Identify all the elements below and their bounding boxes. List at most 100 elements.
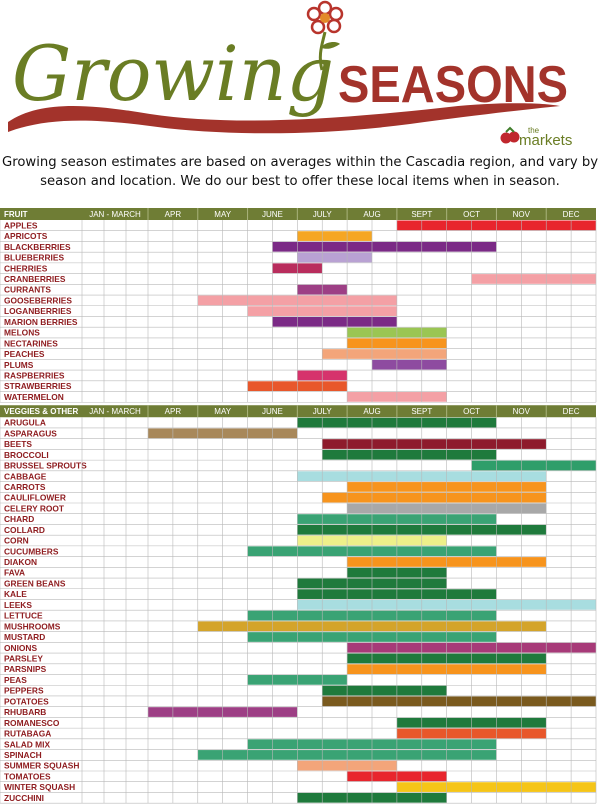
month-header-1: APR: [165, 407, 182, 416]
row-label: CHARD: [4, 514, 34, 524]
row-label: RUTABAGA: [4, 729, 51, 739]
season-bar: [372, 359, 447, 370]
row-label: CARROTS: [4, 482, 46, 492]
season-bar: [322, 439, 547, 449]
season-bar: [322, 685, 447, 696]
row-label: MELONS: [4, 328, 40, 338]
row-label: RHUBARB: [4, 707, 46, 717]
row-label: GREEN BEANS: [4, 578, 66, 588]
season-bar: [272, 241, 497, 252]
section-title: VEGGIES & OTHER: [4, 407, 78, 416]
row-label: MUSTARD: [4, 632, 45, 642]
row-label: WATERMELON: [4, 392, 64, 402]
row-label: CELERY ROOT: [4, 503, 65, 513]
row-label: PARSNIPS: [4, 664, 47, 674]
row-label: PARSLEY: [4, 654, 43, 664]
row-label: KALE: [4, 589, 27, 599]
row-label: FAVA: [4, 568, 25, 578]
month-header-6: SEPT: [411, 407, 432, 416]
month-header-2: MAY: [214, 210, 231, 219]
month-header-5: AUG: [363, 210, 380, 219]
season-bar: [322, 492, 547, 503]
row-label: PEPPERS: [4, 686, 44, 696]
row-label: BROCCOLI: [4, 450, 49, 460]
month-header-9: DEC: [563, 407, 580, 416]
row-label: BEETS: [4, 439, 32, 449]
row-label: CHERRIES: [4, 263, 48, 273]
season-bar: [322, 449, 497, 460]
row-label: POTATOES: [4, 696, 49, 706]
row-label: SPINACH: [4, 750, 42, 760]
month-header-7: OCT: [463, 407, 480, 416]
month-header-5: AUG: [363, 407, 380, 416]
row-label: ZUCCHINI: [4, 793, 44, 803]
row-label: LOGANBERRIES: [4, 306, 72, 316]
row-label: CABBAGE: [4, 471, 47, 481]
month-header-9: DEC: [563, 210, 580, 219]
row-label: PLUMS: [4, 360, 34, 370]
logo-swoosh: [8, 103, 560, 134]
row-label: APPLES: [4, 220, 38, 230]
row-label: MARION BERRIES: [4, 317, 78, 327]
month-header-7: OCT: [463, 210, 480, 219]
the-markets-logo: the markets: [500, 126, 572, 149]
intro-line-2: season and location. We do our best to o…: [40, 174, 560, 189]
row-label: BRUSSEL SPROUTS: [4, 461, 87, 471]
row-label: PEACHES: [4, 349, 45, 359]
row-label: CORN: [4, 536, 29, 546]
season-bar: [297, 252, 372, 263]
month-header-8: NOV: [513, 407, 531, 416]
row-label: WINTER SQUASH: [4, 782, 75, 792]
growing-seasons-header: Growing SEASONS the markets: [8, 0, 572, 149]
row-label: CRANBERRIES: [4, 274, 66, 284]
row-label: CAULIFLOWER: [4, 493, 66, 503]
season-bar: [322, 696, 596, 707]
intro-paragraph: Growing season estimates are based on av…: [0, 153, 600, 191]
row-label: APRICOTS: [4, 231, 48, 241]
month-header-1: APR: [165, 210, 182, 219]
month-header-3: JUNE: [262, 407, 283, 416]
row-label: ASPARAGUS: [4, 428, 57, 438]
season-bar: [322, 349, 447, 359]
growing-season-chart: FRUIT JAN - MARCH APR MAY JUNE JULY AUG SEPT OCT…: [0, 208, 597, 804]
row-label: ONIONS: [4, 643, 37, 653]
row-label: CURRANTS: [4, 285, 51, 295]
month-header-0: JAN - MARCH: [89, 407, 141, 416]
month-header-4: JULY: [313, 210, 333, 219]
row-label: GOOSEBERRIES: [4, 295, 72, 305]
row-label: MUSHROOMS: [4, 621, 61, 631]
row-label: BLUEBERRIES: [4, 253, 64, 263]
row-label: CUCUMBERS: [4, 546, 59, 556]
row-label: ROMANESCO: [4, 718, 60, 728]
month-header-6: SEPT: [411, 210, 432, 219]
row-label: TOMATOES: [4, 771, 51, 781]
month-header-8: NOV: [513, 210, 531, 219]
season-bar: [297, 231, 372, 241]
season-bar: [471, 274, 596, 284]
season-bar: [272, 316, 397, 327]
intro-line-1: Growing season estimates are based on av…: [1, 155, 599, 170]
row-label: SALAD MIX: [4, 739, 50, 749]
row-label: BLACKBERRIES: [4, 242, 71, 252]
row-label: STRAWBERRIES: [4, 381, 72, 391]
month-header-4: JULY: [313, 407, 333, 416]
row-label: ARUGULA: [4, 418, 46, 428]
row-label: COLLARD: [4, 525, 45, 535]
row-label: NECTARINES: [4, 338, 58, 348]
row-label: PEAS: [4, 675, 27, 685]
brand-small-text: the: [528, 126, 540, 135]
row-label: LETTUCE: [4, 611, 43, 621]
flower-icon: [306, 0, 344, 71]
section-title: FRUIT: [4, 210, 28, 219]
row-label: RASPBERRIES: [4, 371, 65, 381]
season-bar: [471, 460, 596, 471]
month-header-0: JAN - MARCH: [89, 210, 141, 219]
brand-name-text: markets: [519, 132, 572, 149]
row-label: SUMMER SQUASH: [4, 761, 79, 771]
month-header-3: JUNE: [262, 210, 283, 219]
month-header-2: MAY: [214, 407, 231, 416]
logo-caps-word: SEASONS: [338, 56, 568, 114]
row-label: LEEKS: [4, 600, 32, 610]
row-label: DIAKON: [4, 557, 37, 567]
logo-script-word: Growing: [12, 29, 334, 118]
